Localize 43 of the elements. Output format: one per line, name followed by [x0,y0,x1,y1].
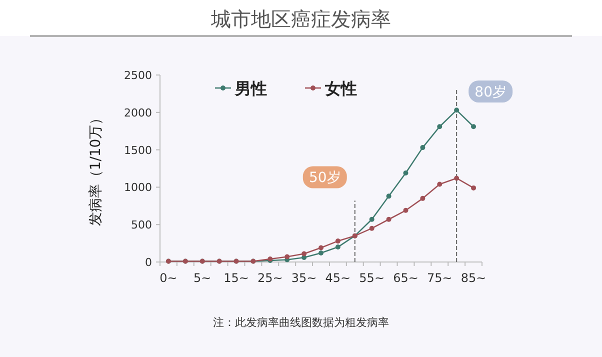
x-tick-label: 85~ [460,271,486,285]
point [454,108,460,113]
annotation: 50岁 [308,170,341,186]
annotation: 80岁 [474,84,506,100]
chart-title: 城市地区癌症发病率 [210,7,391,31]
point [437,124,442,130]
x-tick-label: 5~ [194,271,212,285]
point [386,216,392,222]
x-tick-label: 0~ [160,271,178,285]
x-tick-label: 45~ [325,271,351,285]
point [284,254,290,260]
legend-label: 女性 [324,79,357,98]
y-tick-label: 2500 [124,69,152,82]
point [420,145,426,150]
x-tick-label: 75~ [426,271,452,285]
point [386,194,392,199]
x-tick-label: 35~ [291,271,317,285]
point [302,251,307,256]
x-tick-label: 55~ [359,271,385,285]
point [369,216,374,222]
point [335,238,340,244]
y-tick-label: 1500 [124,144,152,157]
legend-label: 男性 [234,79,267,98]
point [369,226,374,231]
point [318,250,324,256]
text: 注：此发病率曲线图数据为粗发病率 [213,316,389,329]
y-tick-label: 1000 [124,181,152,194]
point [454,176,460,181]
x-tick-label: 65~ [393,271,418,285]
point [471,124,476,130]
y-axis-title: 发病率（1/10万） [88,110,104,226]
x-tick-label: 15~ [224,271,249,285]
point [318,245,324,250]
x-tick-label: 25~ [257,271,283,285]
point [437,182,442,187]
point [403,208,408,213]
y-tick-label: 500 [131,218,152,232]
y-tick-label: 0 [145,256,152,269]
point [403,170,408,176]
point [471,185,476,190]
point [335,244,340,250]
y-tick-label: 2000 [124,106,152,120]
point [420,196,426,201]
